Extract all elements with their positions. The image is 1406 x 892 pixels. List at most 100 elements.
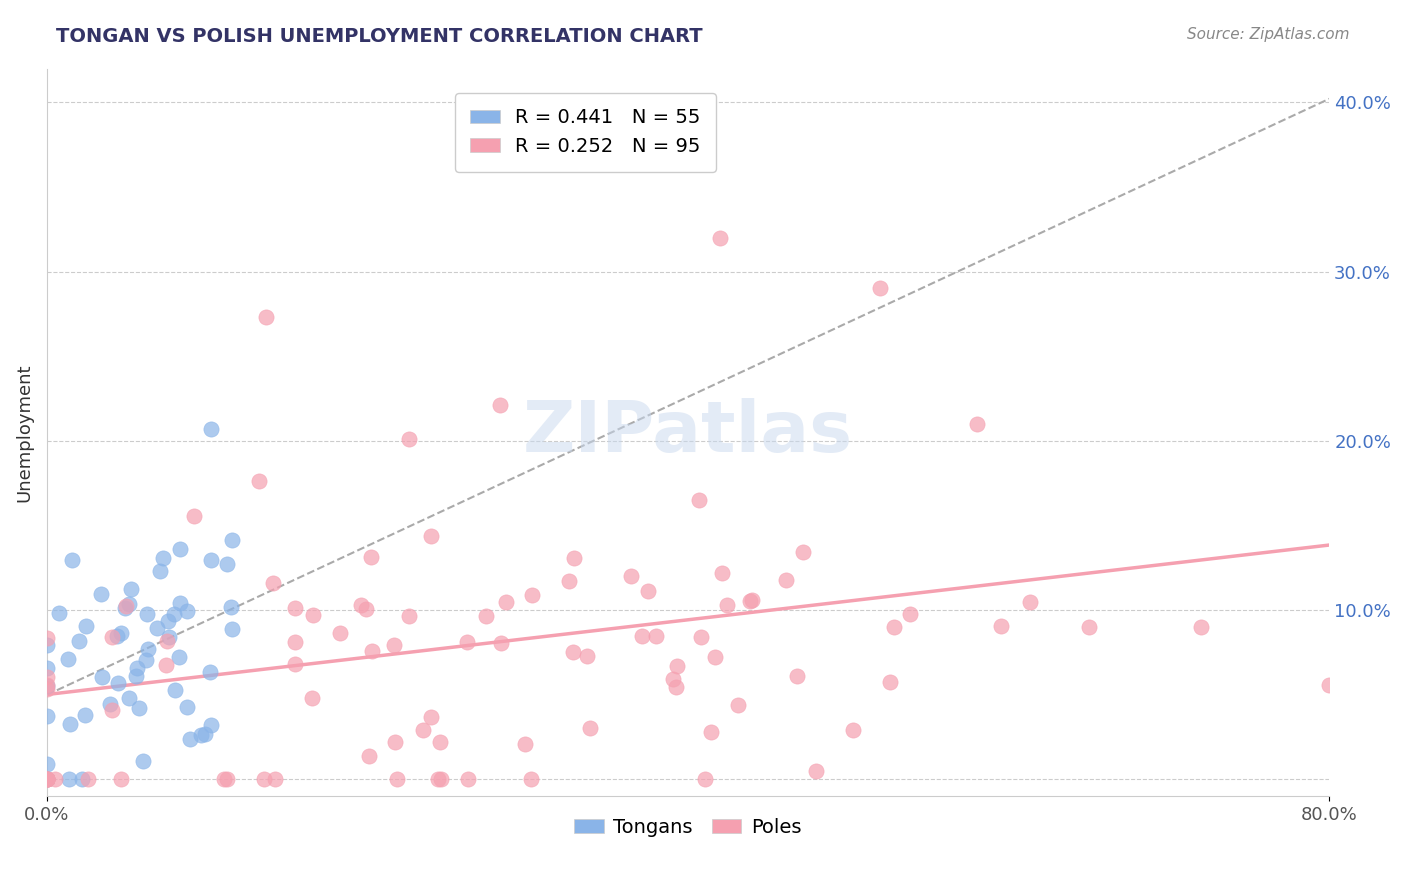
Point — [700, 724, 723, 739]
Point — [329, 626, 352, 640]
Text: ZIPatlas: ZIPatlas — [523, 398, 853, 467]
Point — [217, 557, 239, 571]
Point — [118, 690, 141, 705]
Point — [35, 772, 58, 787]
Point — [90, 670, 112, 684]
Point — [302, 607, 325, 622]
Point — [558, 574, 581, 589]
Point — [156, 615, 179, 629]
Point — [221, 600, 243, 615]
Point — [520, 588, 543, 602]
Point — [842, 723, 865, 737]
Point — [898, 607, 921, 621]
Point — [693, 772, 716, 787]
Point — [688, 493, 710, 508]
Point — [249, 474, 271, 488]
Point — [132, 754, 155, 768]
Point — [146, 621, 169, 635]
Point — [495, 595, 517, 609]
Point — [283, 600, 305, 615]
Point — [101, 703, 124, 717]
Point — [127, 661, 149, 675]
Text: TONGAN VS POLISH UNEMPLOYMENT CORRELATION CHART: TONGAN VS POLISH UNEMPLOYMENT CORRELATIO… — [56, 27, 703, 45]
Point — [350, 598, 373, 612]
Point — [212, 772, 235, 787]
Point — [283, 657, 305, 671]
Point — [630, 629, 652, 643]
Point — [75, 707, 97, 722]
Point — [200, 718, 222, 732]
Point — [149, 564, 172, 578]
Point — [620, 568, 643, 582]
Point — [420, 529, 443, 543]
Point — [359, 748, 381, 763]
Point — [382, 638, 405, 652]
Point — [489, 398, 512, 412]
Point — [637, 584, 659, 599]
Point — [221, 622, 243, 636]
Point — [98, 697, 121, 711]
Point — [263, 772, 285, 786]
Point — [114, 600, 136, 615]
Point — [666, 659, 689, 673]
Point — [513, 737, 536, 751]
Point — [489, 636, 512, 650]
Point — [200, 665, 222, 679]
Point — [35, 709, 58, 723]
Point — [709, 231, 731, 245]
Point — [200, 553, 222, 567]
Point — [120, 582, 142, 597]
Point — [90, 587, 112, 601]
Point — [179, 731, 201, 746]
Point — [361, 644, 384, 658]
Point — [169, 542, 191, 557]
Point — [710, 566, 733, 581]
Point — [429, 772, 451, 787]
Point — [990, 618, 1012, 632]
Point — [1019, 595, 1042, 609]
Point — [136, 607, 159, 622]
Point — [427, 772, 450, 787]
Point — [412, 723, 434, 737]
Point — [562, 551, 585, 566]
Point — [58, 772, 80, 787]
Point — [419, 710, 441, 724]
Point — [69, 633, 91, 648]
Point — [284, 635, 307, 649]
Point — [575, 648, 598, 663]
Point — [738, 594, 761, 608]
Point — [155, 657, 177, 672]
Point — [645, 629, 668, 643]
Point — [156, 634, 179, 648]
Point — [157, 630, 180, 644]
Point — [60, 552, 83, 566]
Point — [110, 626, 132, 640]
Point — [690, 631, 713, 645]
Legend: Tongans, Poles: Tongans, Poles — [567, 810, 810, 845]
Point — [741, 593, 763, 607]
Point — [35, 631, 58, 645]
Point — [475, 609, 498, 624]
Point — [200, 422, 222, 436]
Point — [804, 764, 827, 778]
Point — [35, 772, 58, 787]
Point — [457, 772, 479, 787]
Point — [35, 772, 58, 787]
Point — [58, 652, 80, 666]
Point — [75, 619, 97, 633]
Point — [163, 683, 186, 698]
Point — [384, 735, 406, 749]
Point — [77, 772, 100, 787]
Point — [661, 672, 683, 686]
Point — [176, 700, 198, 714]
Point — [190, 728, 212, 742]
Point — [360, 549, 382, 564]
Point — [429, 735, 451, 749]
Point — [385, 772, 408, 787]
Point — [169, 596, 191, 610]
Point — [48, 606, 70, 620]
Point — [59, 717, 82, 731]
Point — [716, 598, 738, 612]
Point — [176, 604, 198, 618]
Point — [254, 310, 277, 324]
